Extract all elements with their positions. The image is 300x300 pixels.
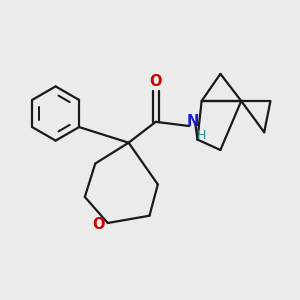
Text: O: O [92,217,105,232]
Text: H: H [197,129,206,142]
Text: N: N [187,114,200,129]
Text: O: O [149,74,162,89]
